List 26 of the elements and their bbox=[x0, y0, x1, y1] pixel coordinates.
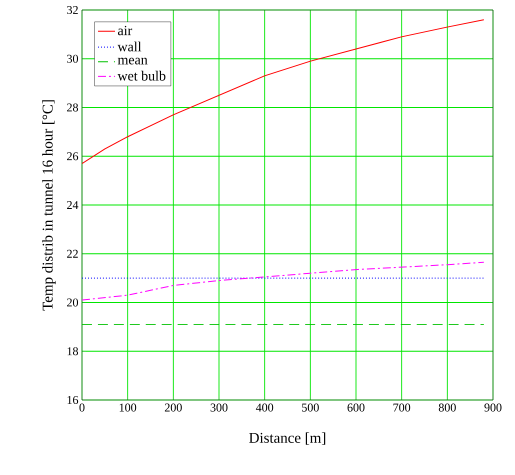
x-tick-label: 800 bbox=[438, 404, 456, 412]
x-tick-label: 300 bbox=[210, 404, 228, 412]
x-tick-label: 900 bbox=[484, 404, 502, 412]
x-tick-label: 600 bbox=[348, 404, 365, 412]
y-tick-label: 26 bbox=[67, 152, 78, 160]
y-tick-label: 32 bbox=[67, 6, 78, 14]
y-tick-label: 18 bbox=[68, 347, 78, 356]
y-tick-label: 28 bbox=[67, 103, 78, 112]
x-tick-label: 500 bbox=[302, 404, 319, 412]
x-tick-label: 0 bbox=[79, 404, 85, 412]
x-tick-label: 100 bbox=[120, 404, 136, 412]
legend-label: wet bulb bbox=[118, 70, 166, 81]
legend-label: wall bbox=[118, 42, 142, 52]
x-tick-label: 700 bbox=[393, 404, 410, 412]
line-series bbox=[82, 262, 484, 301]
y-tick-label: 22 bbox=[67, 250, 78, 258]
x-axis-title: Distance [m] bbox=[249, 432, 326, 445]
x-tick-label: 200 bbox=[164, 404, 182, 412]
y-axis-title: Temp distrib in tunnel 16 hour [°C] bbox=[42, 100, 56, 311]
legend-label: air bbox=[118, 26, 132, 36]
y-tick-label: 24 bbox=[67, 201, 78, 209]
y-tick-label: 30 bbox=[67, 54, 78, 63]
y-tick-label: 16 bbox=[68, 396, 78, 404]
legend-label: mean bbox=[118, 58, 148, 64]
x-tick-label: 400 bbox=[256, 404, 274, 412]
y-tick-label: 20 bbox=[67, 298, 78, 307]
